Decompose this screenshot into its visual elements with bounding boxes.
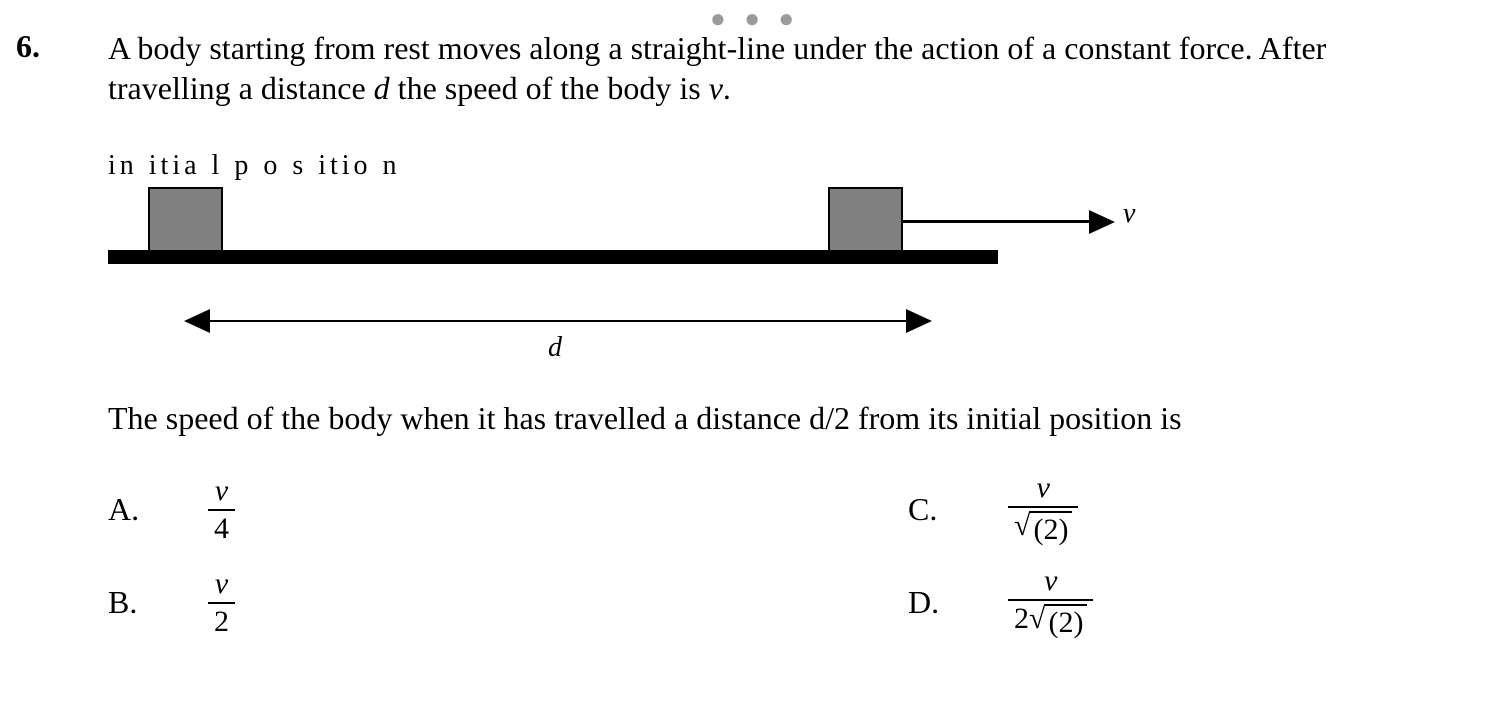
option-row-2: B. v 2 D. v 2√(2)	[108, 565, 1388, 640]
question-number: 6.	[16, 28, 40, 65]
velocity-arrow-head-icon	[1089, 210, 1115, 234]
option-c-value: v √ (2)	[1008, 472, 1078, 547]
option-c-label: C.	[908, 491, 1008, 528]
option-b-label: B.	[108, 584, 208, 621]
option-c: C. v √ (2)	[908, 472, 1358, 547]
velocity-arrow-line	[903, 220, 1093, 223]
stem-line2-a: travelling a distance	[108, 70, 374, 106]
stem-line2-b: the speed of the body is	[390, 70, 709, 106]
option-d-num: v	[1038, 565, 1063, 599]
initial-position-label: in itia l p o s itio n	[108, 150, 401, 182]
distance-arrow-left-icon	[184, 309, 210, 333]
radical-symbol: √	[1029, 604, 1045, 634]
radical-symbol: √	[1014, 511, 1030, 541]
option-c-radicand: (2)	[1029, 511, 1072, 548]
option-b: B. v 2	[108, 568, 908, 637]
option-a-den: 4	[208, 509, 235, 545]
question-followup: The speed of the body when it has travel…	[108, 400, 1182, 437]
option-b-den: 2	[208, 602, 235, 638]
option-a: A. v 4	[108, 475, 908, 544]
body-initial-block	[148, 187, 223, 252]
option-b-num: v	[209, 568, 234, 602]
option-a-label: A.	[108, 491, 208, 528]
answer-options: A. v 4 C. v √ (2)	[108, 460, 1388, 658]
velocity-label: v	[1123, 198, 1135, 230]
sqrt-icon: √ (2)	[1014, 511, 1072, 548]
option-d: D. v 2√(2)	[908, 565, 1358, 640]
option-a-num: v	[209, 475, 234, 509]
track-line	[108, 250, 998, 264]
sqrt-icon: √(2)	[1029, 604, 1087, 641]
kinematics-diagram: in itia l p o s itio n v d	[108, 140, 1208, 380]
var-v: v	[709, 70, 723, 106]
option-d-value: v 2√(2)	[1008, 565, 1093, 640]
option-c-den: √ (2)	[1008, 506, 1078, 548]
distance-arrow-line	[208, 320, 908, 322]
option-a-value: v 4	[208, 475, 235, 544]
option-d-radicand: (2)	[1044, 604, 1087, 641]
stem-line1: A body starting from rest moves along a …	[108, 30, 1326, 66]
option-row-1: A. v 4 C. v √ (2)	[108, 472, 1388, 547]
distance-label: d	[548, 332, 562, 364]
var-d: d	[374, 70, 390, 106]
physics-mc-question: ● ● ● 6. A body starting from rest moves…	[0, 0, 1494, 725]
option-d-den: 2√(2)	[1008, 599, 1093, 641]
question-stem: A body starting from rest moves along a …	[108, 28, 1476, 108]
distance-arrow-right-icon	[906, 309, 932, 333]
body-final-block	[828, 187, 903, 252]
option-b-value: v 2	[208, 568, 235, 637]
option-c-num: v	[1031, 472, 1056, 506]
stem-line2-c: .	[723, 70, 731, 106]
option-d-den-pre: 2	[1014, 602, 1029, 635]
option-d-label: D.	[908, 584, 1008, 621]
